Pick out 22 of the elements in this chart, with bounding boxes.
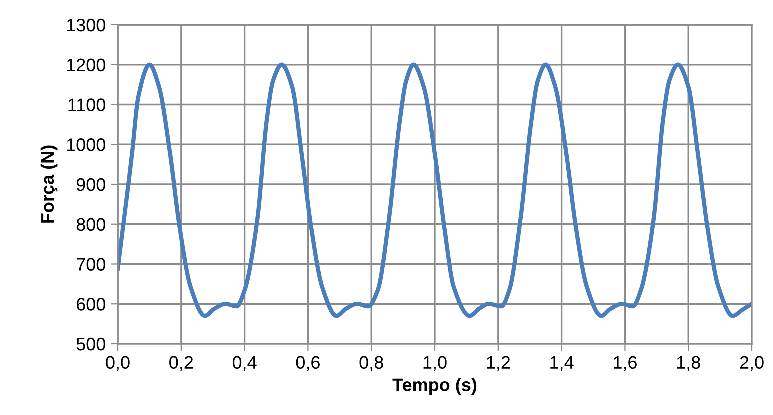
y-tick-label: 900 (76, 178, 106, 192)
y-tick-label: 1300 (67, 18, 106, 32)
x-tick-label: 1,6 (614, 356, 637, 372)
y-tick-label: 1100 (68, 98, 106, 112)
y-tick-label: 800 (76, 218, 106, 232)
x-tick-label: 1,4 (550, 356, 574, 372)
x-axis-title: Tempo (s) (392, 378, 477, 396)
x-tick-label: 0,0 (106, 356, 130, 372)
x-tick-label: 2,0 (740, 356, 764, 372)
x-tick-label: 0,2 (170, 356, 194, 372)
x-tick-label: 1,8 (677, 356, 700, 372)
x-tick-label: 0,4 (232, 356, 257, 372)
x-tick-label: 1,0 (424, 356, 447, 372)
x-tick-label: 0,8 (360, 356, 384, 372)
y-tick-label: 1200 (67, 58, 106, 72)
x-tick-label: 0,6 (296, 356, 320, 372)
y-tick-label: 600 (76, 298, 106, 311)
y-tick-label: 700 (77, 258, 106, 271)
y-tick-label: 1000 (67, 138, 106, 152)
x-tick-label: 1,2 (487, 356, 510, 372)
y-axis-title: Força (N) (40, 146, 58, 223)
y-tick-label: 500 (76, 338, 106, 351)
